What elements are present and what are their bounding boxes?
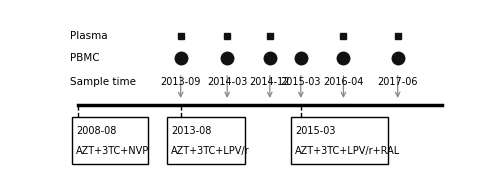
Text: AZT+3TC+LPV/r+RAL: AZT+3TC+LPV/r+RAL: [295, 146, 400, 156]
Text: 2017-06: 2017-06: [378, 77, 418, 87]
FancyBboxPatch shape: [72, 117, 148, 164]
Text: 2016-04: 2016-04: [323, 77, 364, 87]
Text: Plasma: Plasma: [70, 31, 108, 41]
Text: 2013-08: 2013-08: [171, 126, 211, 136]
FancyBboxPatch shape: [291, 117, 388, 164]
Text: 2008-08: 2008-08: [76, 126, 116, 136]
FancyBboxPatch shape: [167, 117, 244, 164]
Text: AZT+3TC+LPV/r: AZT+3TC+LPV/r: [171, 146, 250, 156]
Text: 2014-12: 2014-12: [250, 77, 290, 87]
Text: Sample time: Sample time: [70, 77, 136, 87]
Text: PBMC: PBMC: [70, 53, 100, 63]
Text: 2015-03: 2015-03: [295, 126, 336, 136]
Text: 2015-03: 2015-03: [280, 77, 321, 87]
Text: AZT+3TC+NVP: AZT+3TC+NVP: [76, 146, 150, 156]
Text: 2014-03: 2014-03: [207, 77, 248, 87]
Text: 2013-09: 2013-09: [160, 77, 201, 87]
